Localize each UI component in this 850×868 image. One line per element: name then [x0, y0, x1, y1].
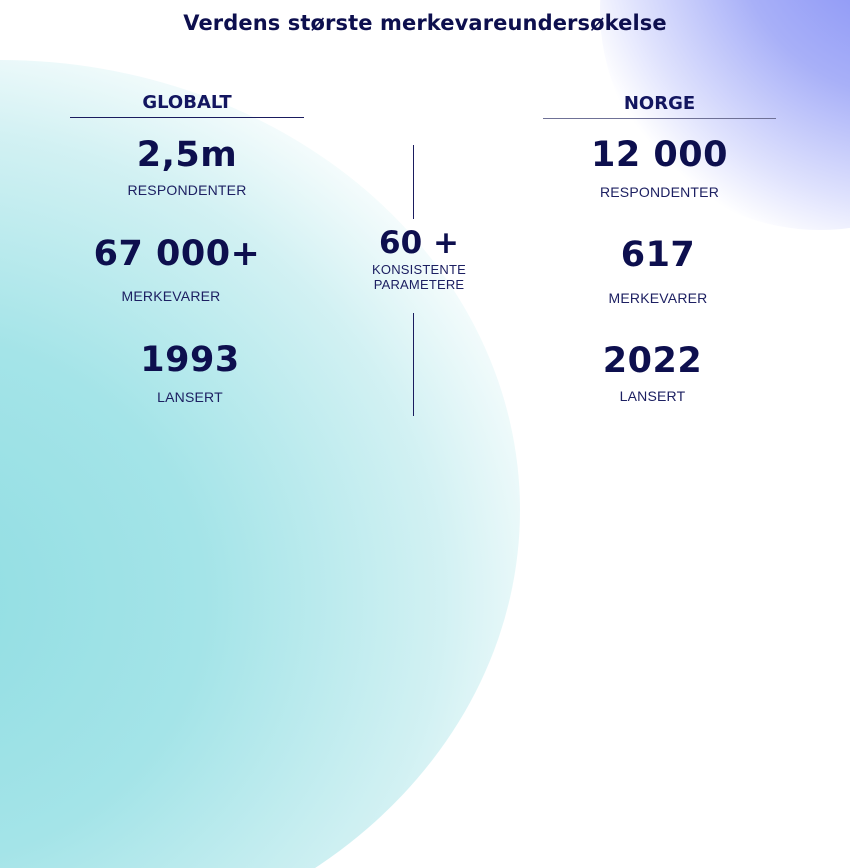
center-stat-value: 60 + — [379, 225, 459, 261]
global-stat-launched: 1993 LANSERT — [76, 340, 304, 406]
norway-heading: NORGE — [623, 93, 696, 114]
global-stat-respondents: 2,5m RESPONDENTER — [70, 135, 304, 199]
page-title: Verdens største merkevareundersøkelse — [183, 11, 667, 35]
stat-label: MERKEVARER — [121, 288, 221, 304]
norway-column: NORGE 12 000 RESPONDENTER 617 MERKEVARER… — [543, 91, 776, 421]
norway-stat-launched: 2022 LANSERT — [529, 341, 776, 405]
global-column: GLOBALT 2,5m RESPONDENTER 67 000+ MERKEV… — [70, 90, 304, 420]
stat-value: 2,5m — [136, 135, 238, 175]
stat-value: 67 000+ — [93, 234, 261, 274]
global-heading: GLOBALT — [142, 92, 232, 113]
global-divider — [70, 117, 304, 118]
norway-divider — [543, 118, 776, 119]
stat-value: 12 000 — [591, 135, 728, 175]
center-stat-label-line1: KONSISTENTE — [372, 262, 466, 277]
stat-label: LANSERT — [619, 388, 686, 404]
stat-label: MERKEVARER — [608, 290, 708, 306]
center-stat-label-line2: PARAMETERE — [373, 277, 465, 292]
center-divider-bottom — [413, 313, 414, 416]
center-stat-parameters: 60 + KONSISTENTE PARAMETERE — [334, 224, 504, 292]
stat-value: 617 — [620, 235, 696, 275]
global-stat-brands: 67 000+ MERKEVARER — [50, 234, 304, 305]
stat-label: RESPONDENTER — [127, 182, 247, 198]
norway-stat-brands: 617 MERKEVARER — [540, 235, 776, 307]
stat-value: 2022 — [602, 341, 703, 381]
stat-label: LANSERT — [157, 389, 223, 405]
center-divider-top — [413, 145, 414, 219]
stat-label: RESPONDENTER — [599, 184, 720, 200]
norway-stat-respondents: 12 000 RESPONDENTER — [543, 135, 776, 201]
stat-value: 1993 — [140, 340, 240, 380]
